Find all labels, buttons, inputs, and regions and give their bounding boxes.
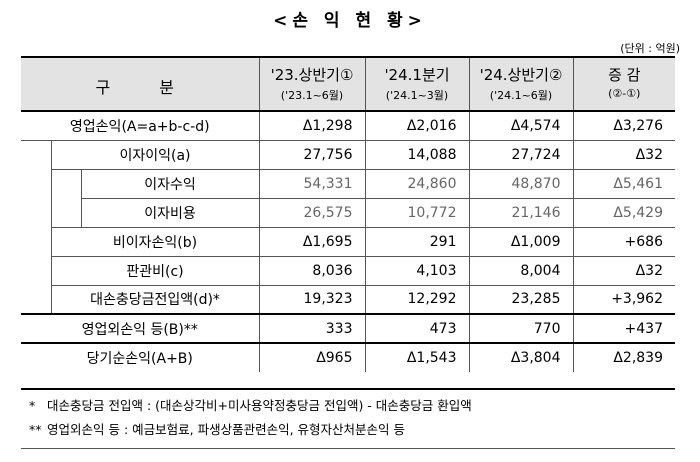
indent-cell	[21, 139, 51, 314]
table-row: 이자비용 26,575 10,772 21,146 Δ5,429	[21, 197, 675, 227]
row-label: 영업외손익 등(B)**	[21, 314, 260, 343]
indent-cell	[50, 168, 81, 227]
table-row: 대손충당금전입액(d)* 19,323 12,292 23,285 +3,962	[21, 284, 675, 314]
row-value: 48,870	[469, 168, 574, 198]
table-row: 판관비(c) 8,036 4,103 8,004 Δ32	[21, 255, 675, 285]
row-value: 770	[469, 314, 574, 343]
row-label: 비이자손익(b)	[50, 226, 260, 256]
table-row: 당기순손익(A+B) Δ965 Δ1,543 Δ3,804 Δ2,839	[21, 343, 675, 372]
header-period-2: ('24.1~3월)	[365, 87, 470, 111]
row-value: 54,331	[259, 168, 366, 198]
row-value: Δ1,009	[469, 226, 574, 256]
row-value: 8,004	[469, 255, 574, 285]
row-value: 19,323	[259, 284, 366, 314]
row-value: Δ4,574	[469, 111, 574, 140]
footnote: ** 영업외손익 등 : 예금보험료, 파생상품관련손익, 유형자산처분손익 등	[29, 418, 669, 442]
row-label: 이자비용	[80, 197, 260, 227]
header-col-2: '24.1분기	[365, 57, 470, 87]
row-label: 이자이익(a)	[50, 139, 260, 169]
row-label: 판관비(c)	[50, 255, 260, 285]
row-value: +3,962	[573, 284, 675, 314]
row-value: Δ965	[259, 343, 366, 372]
footnotes: * 대손충당금 전입액 : (대손상각비+미사용약정충당금 전입액) - 대손충당…	[21, 388, 675, 449]
footnote: * 대손충당금 전입액 : (대손상각비+미사용약정충당금 전입액) - 대손충당…	[29, 394, 669, 418]
table-row: 영업손익(A=a+b-c-d) Δ1,298 Δ2,016 Δ4,574 Δ3,…	[21, 111, 675, 140]
row-value: +686	[573, 226, 675, 256]
header-gubun: 구 분	[21, 57, 260, 111]
table-row: 이자이익(a) 27,756 14,088 27,724 Δ32	[21, 139, 675, 314]
row-value: 27,756	[259, 139, 366, 169]
table-row: 비이자손익(b) Δ1,695 291 Δ1,009 +686	[21, 226, 675, 256]
header-col-4: 증 감	[573, 57, 675, 87]
row-value: Δ32	[573, 255, 675, 285]
row-value: Δ3,804	[469, 343, 574, 372]
row-value: 12,292	[365, 284, 470, 314]
row-value: Δ3,276	[613, 117, 663, 134]
row-value: 473	[365, 314, 470, 343]
row-value: Δ1,298	[259, 111, 366, 140]
row-value: 8,036	[259, 255, 366, 285]
header-col-1: '23.상반기①	[259, 57, 366, 87]
row-value: 14,088	[365, 139, 470, 169]
row-value: Δ2,839	[613, 350, 663, 366]
row-value: 333	[259, 314, 366, 343]
profit-loss-table: 구 분 '23.상반기① '24.1분기 '24.상반기② 증 감 ('23.1…	[21, 56, 675, 372]
row-value: 21,146	[469, 197, 574, 227]
row-label: 영업손익(A=a+b-c-d)	[21, 111, 260, 140]
footnote-text: 영업외손익 등 : 예금보험료, 파생상품관련손익, 유형자산처분손익 등	[47, 422, 405, 437]
row-value: 10,772	[365, 197, 470, 227]
page-title: <손 익 현 황>	[273, 11, 427, 31]
row-value: Δ2,016	[365, 111, 470, 140]
header-col-3: '24.상반기②	[469, 57, 574, 87]
table-row: 영업외손익 등(B)** 333 473 770 +437	[21, 314, 675, 343]
table-row: 이자수익 54,331 24,860 48,870 Δ5,461	[21, 168, 675, 227]
row-value: 291	[365, 226, 470, 256]
header-period-3: ('24.1~6월)	[469, 87, 574, 111]
row-label: 이자수익	[80, 168, 260, 198]
header-period-1: ('23.1~6월)	[259, 87, 366, 111]
row-label: 대손충당금전입액(d)*	[50, 284, 260, 314]
row-value: 27,724	[469, 139, 574, 169]
row-value: Δ1,695	[259, 226, 366, 256]
row-value: Δ32	[573, 139, 675, 169]
row-value: 24,860	[365, 168, 470, 198]
row-value: 4,103	[365, 255, 470, 285]
row-label: 당기순손익(A+B)	[21, 343, 260, 372]
footnote-mark: *	[29, 398, 36, 413]
footnote-text: 대손충당금 전입액 : (대손상각비+미사용약정충당금 전입액) - 대손충당금…	[47, 398, 472, 413]
footnote-mark: **	[29, 422, 42, 437]
row-value: Δ5,429	[573, 197, 675, 227]
row-value: +437	[624, 320, 663, 337]
row-value: 26,575	[259, 197, 366, 227]
row-value: 23,285	[469, 284, 574, 314]
row-value: Δ1,543	[365, 343, 470, 372]
row-value: Δ5,461	[573, 168, 675, 198]
header-period-4: (②-①)	[573, 87, 675, 111]
unit-label: (단위 : 억원)	[620, 42, 680, 55]
